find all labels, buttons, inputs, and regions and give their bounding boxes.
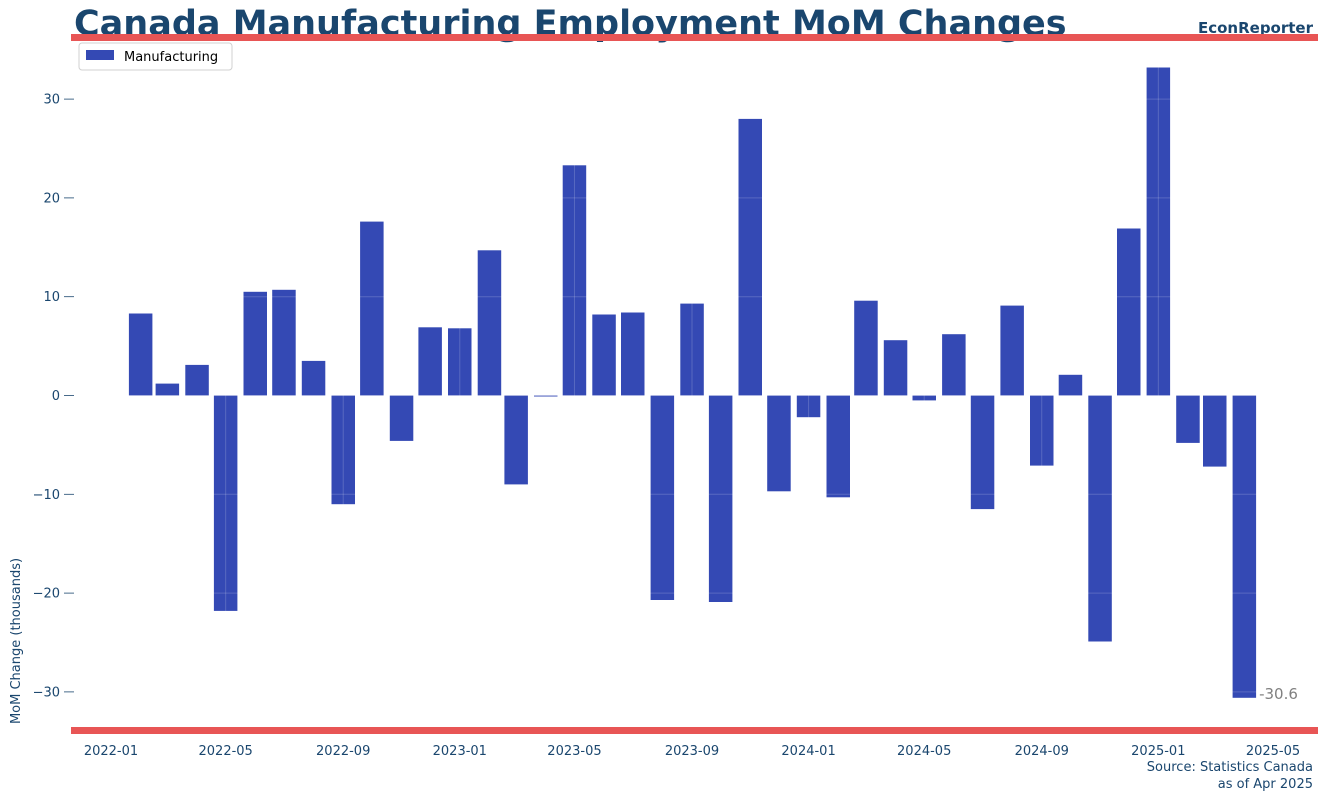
bar-2024-12 bbox=[1117, 228, 1141, 396]
y-tick-label: 30 bbox=[43, 93, 60, 108]
x-tick-label: 2022-05 bbox=[199, 744, 253, 759]
x-tick-label: 2024-01 bbox=[781, 744, 835, 759]
bar-2023-06 bbox=[592, 314, 616, 396]
bar-2024-01 bbox=[796, 395, 821, 418]
x-tick-label: 2024-09 bbox=[1015, 744, 1069, 759]
x-tick-label: 2023-05 bbox=[547, 744, 601, 759]
bar-2024-07 bbox=[970, 395, 995, 510]
bar-2023-10 bbox=[708, 395, 733, 602]
source-note: Source: Statistics Canada as of Apr 2025 bbox=[1147, 759, 1313, 793]
x-tick-label: 2025-01 bbox=[1131, 744, 1185, 759]
y-axis-label: MoM Change (thousands) bbox=[9, 558, 24, 724]
bar-2022-12 bbox=[418, 327, 442, 396]
bar-2025-02 bbox=[1176, 395, 1200, 443]
source-text: Source: Statistics Canada bbox=[1146, 760, 1313, 775]
y-tick-label: −20 bbox=[33, 587, 60, 602]
bar-2024-10 bbox=[1058, 374, 1083, 396]
bar-2023-08 bbox=[650, 395, 675, 600]
bar-2022-10 bbox=[360, 221, 384, 396]
top-accent-rule bbox=[71, 34, 1318, 41]
x-tick-label: 2022-09 bbox=[316, 744, 370, 759]
legend-label: Manufacturing bbox=[124, 50, 218, 65]
bar-2024-08 bbox=[1000, 305, 1024, 396]
x-tick-label: 2023-09 bbox=[665, 744, 719, 759]
bar-2023-12 bbox=[767, 395, 791, 492]
bar-2023-09 bbox=[680, 303, 704, 396]
y-tick-label: −10 bbox=[33, 488, 60, 503]
as-of-text: as of Apr 2025 bbox=[1217, 777, 1313, 792]
x-tick-label: 2025-05 bbox=[1246, 744, 1300, 759]
bar-2024-04 bbox=[883, 340, 908, 396]
y-tick-label: 10 bbox=[43, 290, 60, 305]
x-tick-label: 2024-05 bbox=[897, 744, 951, 759]
bar-2024-05 bbox=[912, 395, 936, 401]
x-tick-label: 2023-01 bbox=[433, 744, 487, 759]
y-tick-label: 0 bbox=[52, 389, 60, 404]
last-value-label: -30.6 bbox=[1259, 685, 1298, 703]
bottom-accent-rule bbox=[71, 727, 1318, 734]
bar-2023-07 bbox=[621, 312, 645, 396]
bar-2022-11 bbox=[389, 395, 414, 441]
bar-2023-02 bbox=[477, 250, 502, 396]
bar-2023-05 bbox=[562, 165, 587, 396]
bar-2022-04 bbox=[185, 364, 209, 396]
y-tick-label: −30 bbox=[33, 685, 60, 700]
bar-2022-02 bbox=[128, 313, 153, 396]
bar-2022-03 bbox=[155, 383, 180, 396]
bar-2022-05 bbox=[213, 395, 238, 611]
bar-2022-07 bbox=[272, 289, 296, 396]
bar-2024-06 bbox=[942, 334, 966, 396]
bar-2024-02 bbox=[826, 395, 850, 498]
bar-2022-08 bbox=[301, 360, 326, 396]
brand-label: EconReporter bbox=[1197, 19, 1313, 37]
bar-2022-09 bbox=[331, 395, 355, 505]
bar-2023-03 bbox=[504, 395, 528, 485]
y-tick-label: 20 bbox=[43, 191, 60, 206]
bar-2023-01 bbox=[448, 328, 472, 396]
bar-2023-11 bbox=[738, 118, 762, 396]
last-value-bg bbox=[1257, 685, 1261, 698]
bar-2024-03 bbox=[854, 300, 878, 396]
bar-2024-09 bbox=[1030, 395, 1054, 466]
x-tick-label: 2022-01 bbox=[84, 744, 138, 759]
bar-2024-11 bbox=[1088, 395, 1112, 642]
bar-2025-04 bbox=[1232, 395, 1257, 698]
legend-swatch bbox=[86, 50, 114, 60]
bar-2022-06 bbox=[243, 291, 267, 396]
bar-2023-04 bbox=[534, 395, 558, 397]
bar-2025-03 bbox=[1203, 395, 1227, 467]
bar-2025-01 bbox=[1146, 67, 1171, 396]
legend-box bbox=[78, 42, 233, 71]
